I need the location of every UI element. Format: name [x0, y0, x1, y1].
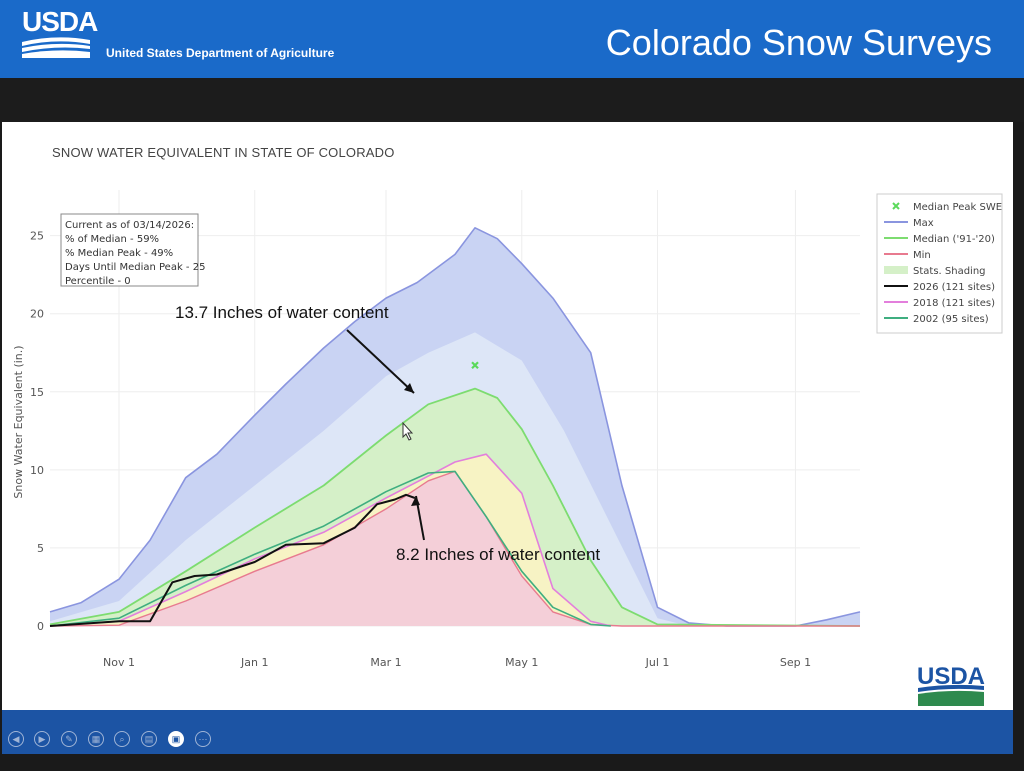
usda-logo-swoosh-icon — [22, 37, 90, 58]
usda-logo: USDA — [22, 6, 98, 62]
page-title: Colorado Snow Surveys — [605, 22, 992, 63]
slide-area — [2, 122, 1013, 712]
previous-slide-icon[interactable]: ◀ — [8, 731, 24, 747]
pen-icon[interactable]: ✎ — [61, 731, 77, 747]
chart-title: SNOW WATER EQUIVALENT IN STATE OF COLORA… — [52, 145, 395, 160]
usda-logo-text: USDA — [22, 6, 98, 37]
dark-band — [0, 78, 1024, 122]
subtitles-icon[interactable]: ▤ — [141, 731, 157, 747]
camera-icon[interactable]: ▣ — [168, 731, 184, 747]
department-name: United States Department of Agriculture — [106, 46, 335, 60]
zoom-icon[interactable]: ⌕ — [114, 731, 130, 747]
more-options-icon[interactable]: ⋯ — [195, 731, 211, 747]
header-banner: USDA United States Department of Agricul… — [0, 0, 1024, 78]
next-slide-icon[interactable]: ▶ — [34, 731, 50, 747]
slides-grid-icon[interactable]: ▦ — [88, 731, 104, 747]
